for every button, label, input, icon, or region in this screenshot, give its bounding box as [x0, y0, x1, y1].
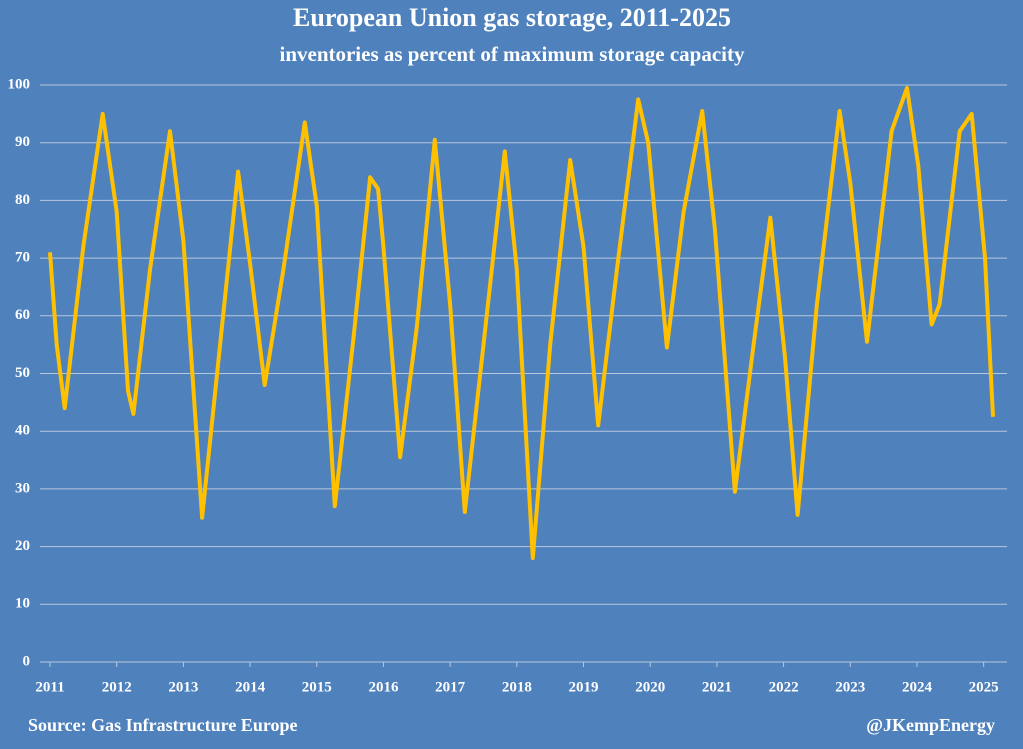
x-tick-label: 2024	[902, 679, 933, 695]
y-tick-label: 10	[15, 596, 30, 612]
y-tick-label: 40	[15, 423, 30, 439]
x-tick-label: 2021	[702, 679, 732, 695]
source: Source: Gas Infrastructure Europe	[28, 715, 298, 735]
y-tick-label: 90	[15, 134, 30, 150]
x-tick-label: 2019	[569, 679, 599, 695]
x-tick-label: 2014	[235, 679, 266, 695]
y-tick-label: 70	[15, 250, 30, 266]
x-tick-label: 2011	[35, 679, 64, 695]
y-tick-label: 100	[8, 76, 31, 92]
y-tick-label: 80	[15, 192, 30, 208]
y-tick-label: 0	[23, 653, 31, 669]
chart-title: European Union gas storage, 2011-2025	[293, 3, 731, 32]
y-tick-label: 20	[15, 538, 30, 554]
x-tick-label: 2013	[168, 679, 198, 695]
y-tick-label: 50	[15, 365, 30, 381]
x-tick-label: 2012	[102, 679, 132, 695]
x-tick-label: 2018	[502, 679, 532, 695]
x-tick-label: 2020	[635, 679, 665, 695]
x-tick-label: 2015	[302, 679, 332, 695]
data-line	[48, 85, 995, 561]
credit: @JKempEnergy	[866, 715, 995, 735]
x-tick-label: 2017	[435, 679, 466, 695]
chart-subtitle: inventories as percent of maximum storag…	[279, 42, 745, 66]
y-tick-label: 30	[15, 480, 30, 496]
x-tick-label: 2016	[368, 679, 399, 695]
x-tick-label: 2025	[969, 679, 999, 695]
x-tick-label: 2023	[835, 679, 865, 695]
x-tick-label: 2022	[769, 679, 799, 695]
y-tick-label: 60	[15, 307, 30, 323]
